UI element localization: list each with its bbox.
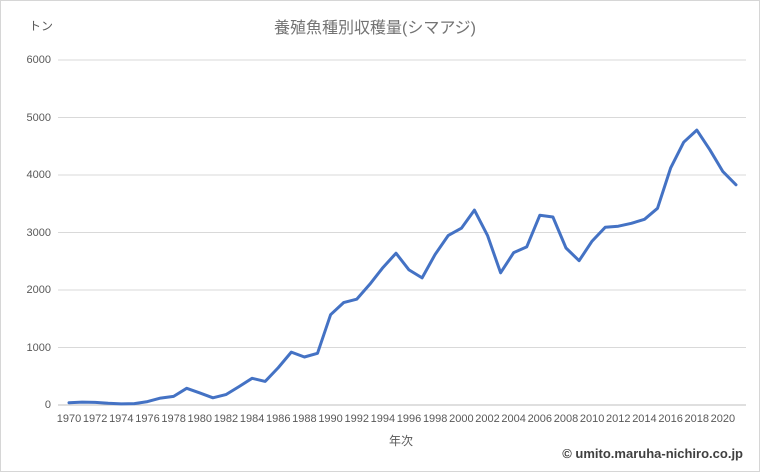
- chart-title: 養殖魚種別収穫量(シマアジ): [273, 20, 477, 37]
- x-tick-label: 1980: [187, 413, 213, 425]
- x-tick-label: 2006: [527, 413, 553, 425]
- x-axis-title: 年次: [388, 434, 413, 448]
- x-tick-label: 1970: [56, 413, 82, 425]
- y-tick-label: 2000: [26, 284, 51, 296]
- x-tick-label: 1998: [422, 413, 448, 425]
- y-tick-label: 1000: [26, 341, 51, 354]
- x-tick-label: 2016: [658, 413, 683, 425]
- x-tick-label: 1996: [396, 413, 422, 425]
- x-tick-label: 1974: [109, 413, 134, 425]
- x-tick-label: 2000: [449, 413, 474, 425]
- y-tick-label: 5000: [26, 111, 51, 124]
- x-tick-label: 1988: [292, 413, 317, 425]
- x-tick-label: 2010: [579, 413, 605, 425]
- x-tick-label: 1978: [161, 413, 186, 425]
- series-line: [67, 128, 738, 406]
- x-tick-label: 2020: [710, 413, 736, 425]
- x-tick-label: 2018: [684, 413, 709, 425]
- x-tick-label: 2004: [501, 413, 526, 425]
- y-tick-label: 0: [44, 399, 51, 411]
- x-tick-label: 1982: [213, 413, 239, 425]
- y-tick-label: 6000: [26, 54, 51, 66]
- x-tick-label: 1992: [344, 413, 369, 425]
- x-tick-label: 1984: [239, 413, 265, 425]
- x-tick-label: 2012: [606, 413, 631, 425]
- x-tick-label: 1994: [370, 413, 396, 425]
- copyright-text: © umito.maruha-nichiro.co.jp: [562, 446, 743, 461]
- x-tick-label: 2014: [632, 413, 657, 425]
- x-tick-label: 2002: [475, 413, 500, 425]
- y-tick-label: 3000: [26, 226, 51, 239]
- x-tick-label: 1972: [82, 413, 108, 425]
- x-tick-label: 1986: [266, 413, 291, 425]
- x-tick-label: 2008: [553, 413, 579, 425]
- x-tick-label: 1990: [318, 413, 343, 425]
- y-axis-unit-label: トン: [29, 19, 54, 33]
- y-tick-label: 4000: [26, 169, 51, 181]
- x-tick-label: 1976: [135, 413, 160, 425]
